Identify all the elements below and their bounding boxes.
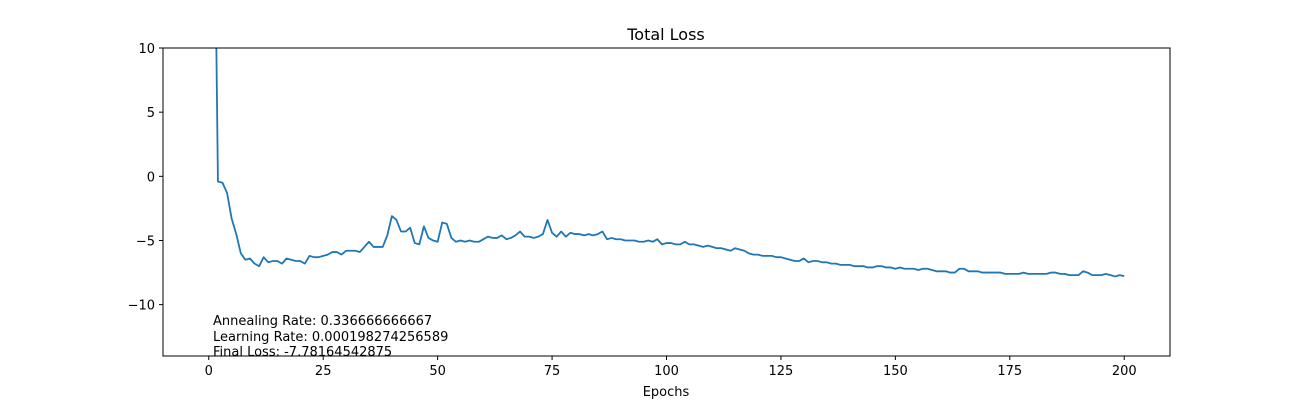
loss-line bbox=[215, 48, 1125, 278]
y-tick-label: 10 bbox=[138, 42, 155, 57]
x-axis-label: Epochs bbox=[643, 385, 690, 400]
annotation: Final Loss: -7.78164542875 bbox=[213, 345, 392, 360]
x-tick-label: 50 bbox=[429, 364, 446, 379]
annotation: Annealing Rate: 0.336666666667 bbox=[213, 314, 432, 329]
y-tick-label: 0 bbox=[147, 170, 155, 185]
annotation: Learning Rate: 0.000198274256589 bbox=[213, 330, 448, 345]
x-tick-label: 200 bbox=[1112, 364, 1137, 379]
plot-frame bbox=[162, 47, 1171, 357]
y-tick-label: 5 bbox=[147, 106, 155, 121]
y-tick-label: −5 bbox=[136, 235, 155, 250]
chart-title: Total Loss bbox=[626, 25, 705, 44]
x-tick-label: 175 bbox=[997, 364, 1022, 379]
x-tick-label: 25 bbox=[315, 364, 332, 379]
x-tick-label: 0 bbox=[205, 364, 213, 379]
y-tick-label: −10 bbox=[128, 299, 155, 314]
x-tick-label: 125 bbox=[769, 364, 794, 379]
x-tick-label: 100 bbox=[654, 364, 679, 379]
x-tick-label: 150 bbox=[883, 364, 908, 379]
x-tick-label: 75 bbox=[544, 364, 561, 379]
